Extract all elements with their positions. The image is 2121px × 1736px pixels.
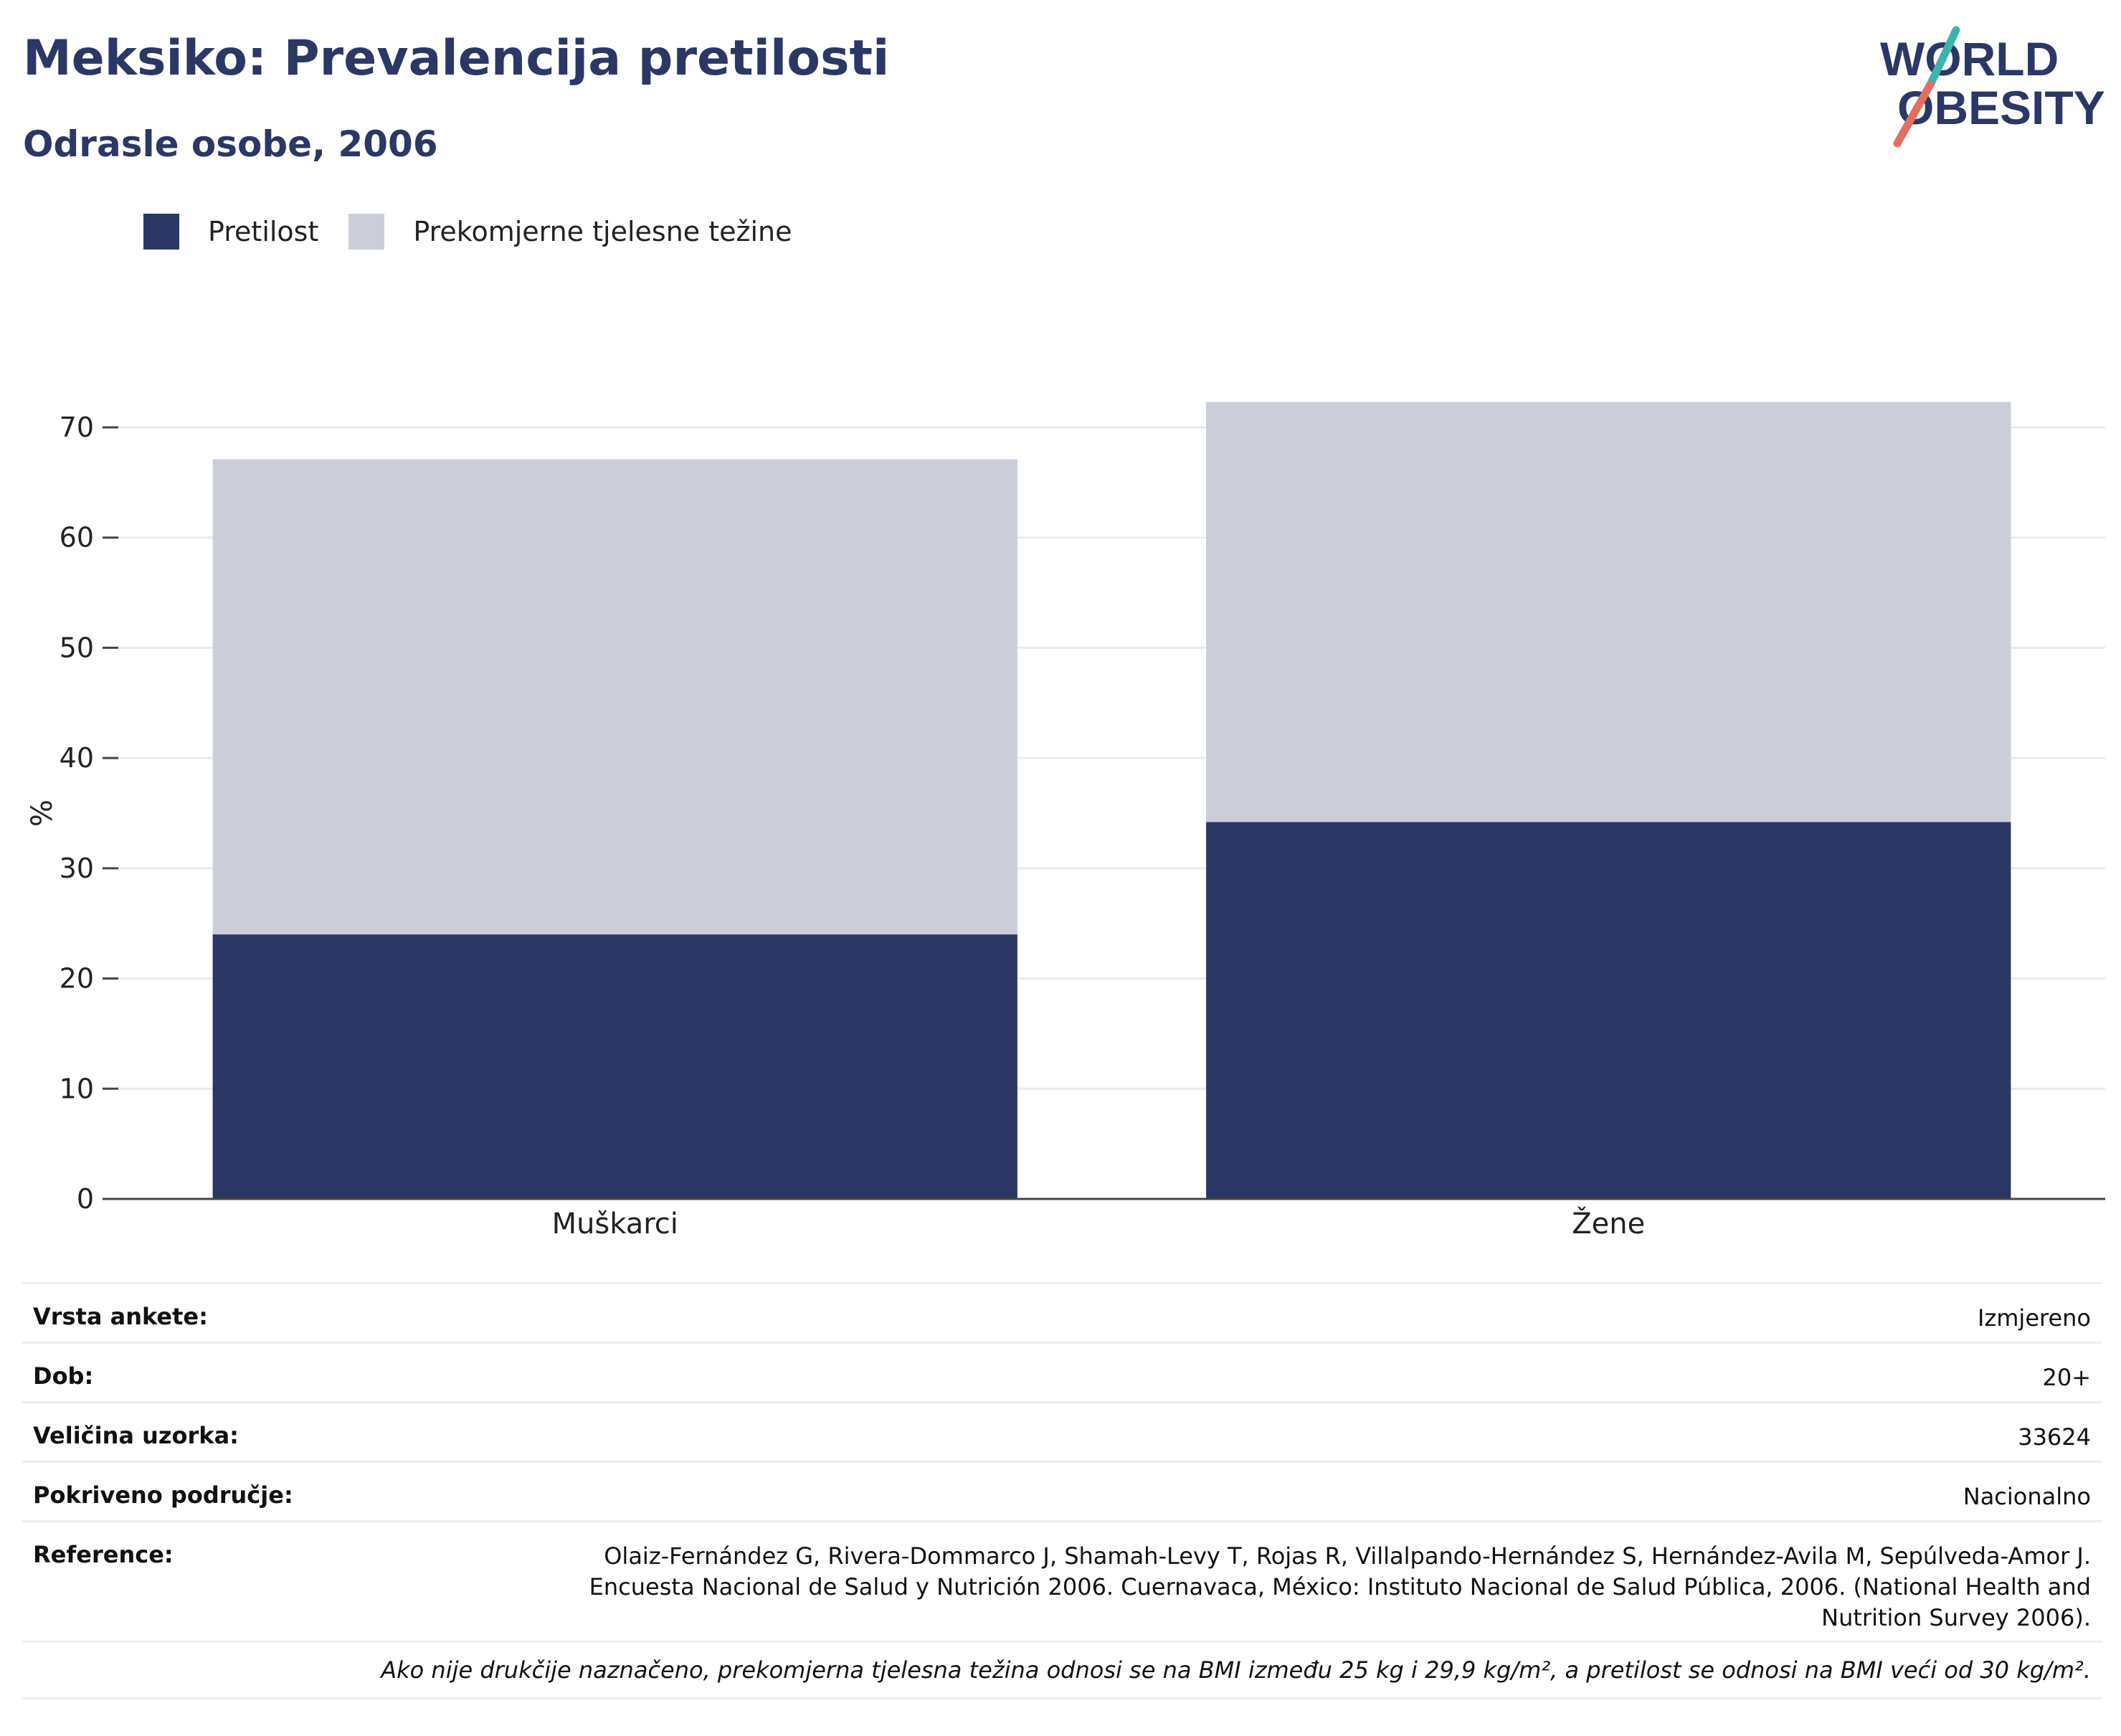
info-key: Pokriveno područje:	[33, 1481, 293, 1509]
y-tick-label-70: 70	[60, 412, 94, 443]
reference-text: Olaiz-Fernández G, Rivera-Dommarco J, Sh…	[589, 1542, 2091, 1631]
legend-label-prekomjerne: Prekomjerne tjelesne težine	[413, 216, 792, 247]
footnote-row: Ako nije drukčije naznačeno, prekomjerna…	[22, 1641, 2102, 1699]
info-value: 33624	[2018, 1423, 2091, 1451]
bar-prekomjerne-0	[212, 459, 1017, 935]
y-tick-label-20: 20	[60, 963, 94, 995]
chart-subtitle: Odrasle osobe, 2006	[23, 123, 438, 165]
info-key: Dob:	[33, 1362, 94, 1390]
y-tick-label-30: 30	[60, 853, 94, 884]
stacked-bar-chart: 0 10 20 30 40 50 60 70% Muškarci Žene	[26, 402, 2105, 1241]
bar-pretilost-0	[212, 934, 1017, 1199]
info-key: Veličina uzorka:	[33, 1422, 239, 1449]
legend-swatch-pretilost	[143, 214, 179, 250]
info-row-reference: Reference: Olaiz-Fernández G, Rivera-Dom…	[22, 1520, 2102, 1641]
y-tick-label-0: 0	[77, 1183, 94, 1215]
chart-legend: Pretilost Prekomjerne tjelesne težine	[143, 214, 822, 250]
logo-slash-bottom	[1893, 80, 1935, 148]
info-key: Reference:	[33, 1541, 174, 1568]
legend-swatch-prekomjerne	[348, 214, 385, 250]
legend-label-pretilost: Pretilost	[208, 216, 319, 247]
x-tick-label-0: Muškarci	[552, 1208, 678, 1241]
info-key: Vrsta ankete:	[33, 1303, 208, 1330]
logo-line1: WORLD	[1880, 32, 2059, 85]
x-tick-label-1: Žene	[1572, 1206, 1645, 1241]
info-value: 20+	[2042, 1364, 2091, 1391]
y-tick-label-50: 50	[60, 632, 94, 663]
logo-slash-top	[1926, 26, 1960, 89]
survey-info-table: Vrsta ankete: Izmjereno Dob: 20+ Veličin…	[22, 1282, 2102, 1699]
world-obesity-logo: WORLD OBESITY	[1880, 26, 2105, 148]
info-row-survey-type: Vrsta ankete: Izmjereno	[22, 1282, 2102, 1342]
y-tick-label-60: 60	[60, 522, 94, 554]
y-axis-label: %	[26, 800, 59, 827]
bar-pretilost-1	[1206, 822, 2011, 1199]
info-value: Nacionalno	[1963, 1483, 2091, 1510]
info-value: Izmjereno	[1978, 1304, 2091, 1332]
y-tick-label-40: 40	[60, 742, 94, 774]
info-row-age: Dob: 20+	[22, 1342, 2102, 1401]
legend-item-pretilost[interactable]: Pretilost	[143, 214, 318, 250]
legend-item-prekomjerne[interactable]: Prekomjerne tjelesne težine	[348, 214, 792, 250]
logo-line2: OBESITY	[1897, 81, 2105, 134]
chart-title: Meksiko: Prevalencija pretilosti	[23, 30, 890, 87]
y-tick-label-10: 10	[60, 1073, 94, 1104]
bmi-footnote: Ako nije drukčije naznačeno, prekomjerna…	[381, 1656, 2091, 1684]
info-row-sample-size: Veličina uzorka: 33624	[22, 1401, 2102, 1461]
bar-prekomjerne-1	[1206, 402, 2011, 822]
info-row-area-covered: Pokriveno područje: Nacionalno	[22, 1461, 2102, 1520]
